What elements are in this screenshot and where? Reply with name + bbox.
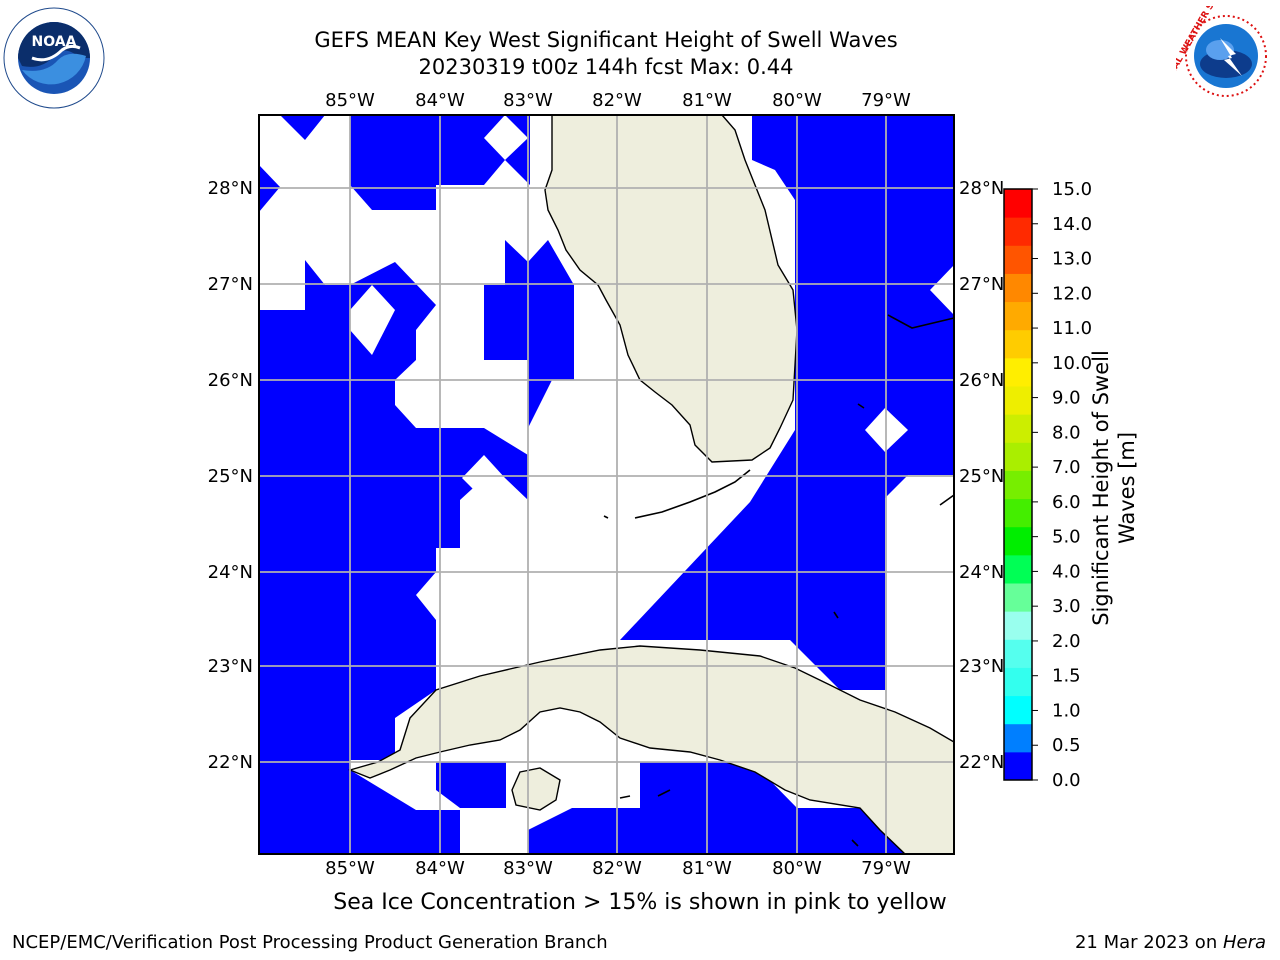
colorbar-segment	[1004, 611, 1032, 640]
footer-host: Hera	[1222, 932, 1266, 953]
florida-keys	[603, 314, 955, 619]
colorbar-tick-label: 2.0	[1052, 631, 1081, 652]
colorbar-tick-label: 4.0	[1052, 561, 1081, 582]
lat-label-left: 27°N	[208, 274, 253, 295]
lon-label-top: 85°W	[325, 90, 375, 111]
lon-label-bottom: 80°W	[772, 858, 822, 879]
lat-label-right: 25°N	[959, 466, 1004, 487]
footer-date-text: 21 Mar 2023 on	[1074, 932, 1223, 953]
cuba-land	[347, 645, 955, 855]
colorbar-segment	[1004, 554, 1032, 584]
sea-ice-note: Sea Ice Concentration > 15% is shown in …	[333, 890, 947, 915]
colorbar-tick-label: 9.0	[1052, 388, 1081, 409]
graticule	[259, 115, 954, 854]
lon-label-top: 84°W	[415, 90, 465, 111]
lon-label-bottom: 84°W	[415, 858, 465, 879]
bahamas-islands	[619, 789, 859, 847]
colorbar-segment	[1004, 470, 1032, 500]
colorbar-tick-label: 1.5	[1052, 666, 1081, 687]
noaa-logo: NOAA	[2, 6, 106, 114]
colorbar-segment	[1004, 498, 1032, 528]
colorbar-label-line2: Waves [m]	[1115, 431, 1139, 545]
lat-label-right: 27°N	[959, 274, 1004, 295]
nws-logo: NATIONAL WEATHER SERVICE	[1151, 0, 1276, 110]
colorbar-tick-label: 0.0	[1052, 770, 1081, 791]
colorbar-tick-label: 15.0	[1052, 179, 1092, 200]
colorbar-tick-label: 8.0	[1052, 422, 1081, 443]
lat-label-right: 22°N	[959, 752, 1004, 773]
colorbar-segment	[1004, 329, 1032, 359]
lat-label-right: 26°N	[959, 370, 1004, 391]
map-frame	[258, 114, 955, 855]
lon-label-bottom: 85°W	[325, 858, 375, 879]
colorbar-segment	[1004, 301, 1032, 331]
colorbar-segment	[1004, 273, 1032, 303]
colorbar-segment	[1004, 639, 1032, 668]
isle-of-youth	[511, 767, 561, 811]
colorbar-ticks: 15.0 14.0 13.0 12.0 11.0 10.0 9.0 8.0 7.0 6.0 5.0 4…	[1032, 179, 1092, 791]
colorbar-segment	[1004, 723, 1032, 753]
lon-label-bottom: 79°W	[861, 858, 911, 879]
colorbar-segment	[1004, 667, 1032, 697]
lon-label-bottom: 83°W	[503, 858, 553, 879]
lat-label-left: 24°N	[208, 562, 253, 583]
florida-land	[544, 114, 798, 463]
lat-label-right: 23°N	[959, 656, 1004, 677]
noaa-logo-text: NOAA	[32, 34, 77, 50]
lon-label-top: 81°W	[682, 90, 732, 111]
chart-title-line1: GEFS MEAN Key West Significant Height of…	[314, 28, 898, 52]
colorbar-segment	[1004, 245, 1032, 274]
lon-label-top: 79°W	[861, 90, 911, 111]
colorbar-tick-label: 13.0	[1052, 249, 1092, 270]
colorbar-segment	[1004, 695, 1032, 725]
colorbar-tick-label: 7.0	[1052, 457, 1081, 478]
colorbar	[1003, 188, 1033, 781]
colorbar-segment	[1004, 583, 1032, 612]
colorbar-tick-label: 14.0	[1052, 214, 1092, 235]
lat-label-left: 28°N	[208, 178, 253, 199]
lon-label-top: 80°W	[772, 90, 822, 111]
lon-label-top: 82°W	[592, 90, 642, 111]
lat-label-right: 28°N	[959, 178, 1004, 199]
footer-date: 21 Mar 2023 on Hera	[1075, 932, 1266, 953]
colorbar-segment	[1004, 751, 1032, 781]
lon-label-bottom: 82°W	[592, 858, 642, 879]
colorbar-segment	[1004, 442, 1032, 471]
lon-label-top: 83°W	[503, 90, 553, 111]
footer-credit: NCEP/EMC/Verification Post Processing Pr…	[12, 932, 608, 953]
colorbar-label-line1: Significant Height of Swell	[1089, 350, 1113, 626]
colorbar-segment	[1004, 189, 1032, 218]
colorbar-tick-label: 3.0	[1052, 596, 1081, 617]
colorbar-tick-label: 10.0	[1052, 353, 1092, 374]
lon-label-bottom: 81°W	[682, 858, 732, 879]
colorbar-tick-label: 6.0	[1052, 492, 1081, 513]
colorbar-label: Significant Height of Swell Waves [m]	[1064, 288, 1164, 688]
lat-label-left: 22°N	[208, 752, 253, 773]
colorbar-segment	[1004, 414, 1032, 443]
colorbar-tick-label: 12.0	[1052, 283, 1092, 304]
lat-label-left: 23°N	[208, 656, 253, 677]
lat-label-left: 25°N	[208, 466, 253, 487]
colorbar-segment	[1004, 357, 1032, 387]
colorbar-tick-label: 11.0	[1052, 318, 1092, 339]
colorbar-frame	[1003, 188, 1033, 781]
colorbar-segment	[1004, 386, 1032, 415]
colorbar-tick-label: 5.0	[1052, 527, 1081, 548]
colorbar-segment	[1004, 526, 1032, 556]
chart-title-line2: 20230319 t00z 144h fcst Max: 0.44	[418, 55, 794, 79]
colorbar-tick-label: 0.5	[1052, 735, 1081, 756]
lat-label-left: 26°N	[208, 370, 253, 391]
colorbar-segment	[1004, 217, 1032, 246]
colorbar-tick-label: 1.0	[1052, 700, 1081, 721]
lat-label-right: 24°N	[959, 562, 1004, 583]
